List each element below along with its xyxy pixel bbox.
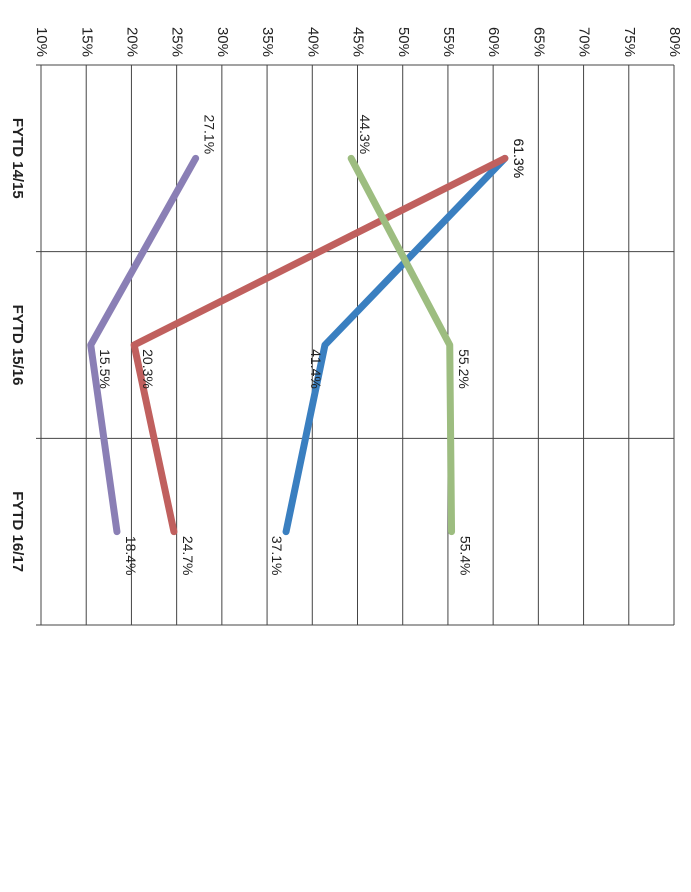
data-label: 37.1% (269, 536, 285, 576)
data-label: 24.7% (180, 536, 196, 576)
series-line (91, 158, 196, 531)
y-tick-label: 65% (530, 27, 547, 57)
y-tick-label: 60% (485, 27, 502, 57)
data-label: 44.3% (357, 114, 373, 154)
data-label: 15.5% (97, 349, 113, 389)
y-tick-label: 80% (666, 27, 683, 57)
y-tick-label: 10% (33, 27, 50, 57)
y-tick-label: 20% (123, 27, 140, 57)
data-label: 27.1% (202, 114, 218, 154)
y-tick-label: 30% (214, 27, 231, 57)
y-tick-label: 35% (259, 27, 276, 57)
y-tick-label: 15% (78, 27, 95, 57)
y-tick-label: 50% (395, 27, 412, 57)
data-label: 41.4% (308, 349, 324, 389)
y-tick-label: 25% (169, 27, 186, 57)
data-label: 55.4% (458, 536, 474, 576)
y-tick-label: 40% (304, 27, 321, 57)
x-category-label: FYTD 14/15 (9, 118, 26, 199)
data-label: 61.3% (511, 138, 527, 178)
x-category-label: FYTD 15/16 (9, 305, 26, 386)
data-label: 55.2% (456, 349, 472, 389)
data-label: 20.3% (140, 349, 156, 389)
y-tick-label: 55% (440, 27, 457, 57)
y-tick-label: 45% (350, 27, 367, 57)
y-tick-label: 75% (621, 27, 638, 57)
data-label: 18.4% (123, 536, 139, 576)
x-category-label: FYTD 16/17 (9, 491, 26, 572)
y-tick-label: 70% (576, 27, 593, 57)
